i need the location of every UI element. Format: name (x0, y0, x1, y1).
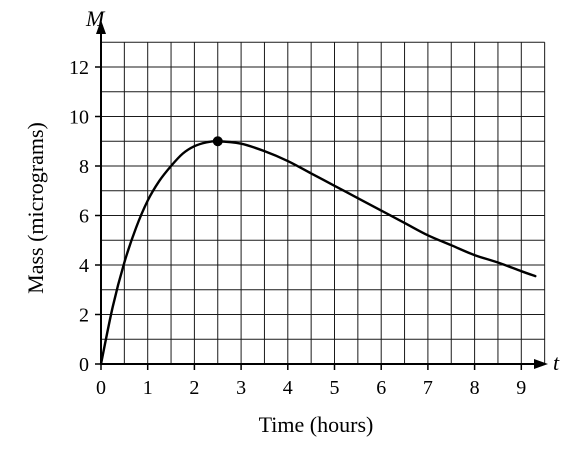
x-axis-title: Time (hours) (259, 412, 374, 437)
x-tick-label: 3 (236, 377, 246, 399)
y-tick-labels: 0 2 4 6 8 10 12 (69, 57, 101, 376)
x-tick-label: 0 (96, 377, 106, 399)
y-axis-variable: M (85, 6, 106, 31)
y-axis-title: Mass (micrograms) (23, 122, 48, 294)
x-tick-label: 6 (376, 377, 386, 399)
y-tick-label: 12 (69, 57, 89, 79)
x-tick-label: 4 (283, 377, 293, 399)
x-tick-label: 9 (516, 377, 526, 399)
grid (100, 41, 546, 365)
y-tick-label: 6 (79, 206, 89, 228)
y-tick-label: 4 (79, 255, 89, 277)
y-tick-label: 10 (69, 107, 89, 129)
x-axis-arrow (534, 359, 548, 369)
series-line (99, 140, 537, 366)
x-tick-label: 7 (423, 377, 433, 399)
y-axis-arrow (96, 20, 106, 34)
x-tick-label: 5 (330, 377, 340, 399)
x-tick-label: 1 (143, 377, 153, 399)
y-tick-label: 0 (79, 354, 89, 376)
x-tick-labels: 0 1 2 3 4 5 6 7 8 9 (96, 364, 526, 399)
y-tick-label: 8 (79, 156, 89, 178)
x-tick-label: 8 (470, 377, 480, 399)
x-tick-label: 2 (189, 377, 199, 399)
peak-point (212, 136, 223, 147)
x-axis-variable: t (553, 350, 560, 375)
y-tick-label: 2 (79, 305, 89, 327)
